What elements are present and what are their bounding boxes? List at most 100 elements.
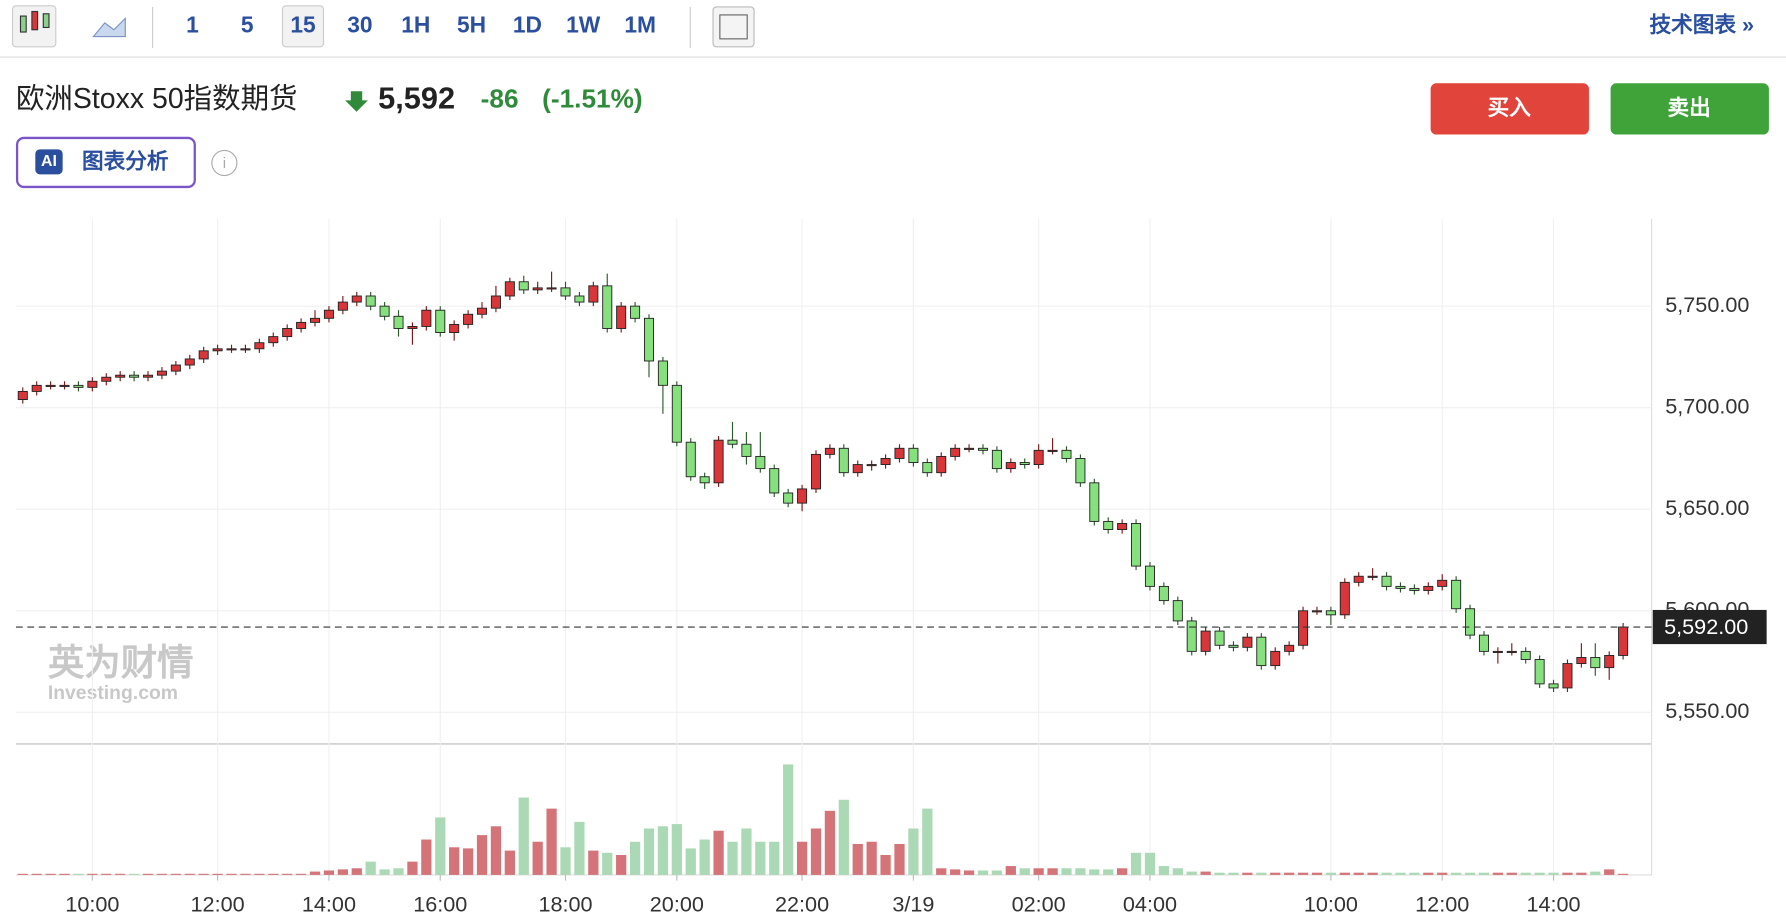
volume-bar	[1033, 868, 1044, 875]
candle-body	[45, 384, 56, 387]
candle-body	[1061, 449, 1072, 459]
candle-body	[1186, 620, 1197, 652]
sell-button[interactable]	[1610, 83, 1769, 135]
volume-bar	[1214, 872, 1225, 875]
candle-body	[977, 447, 988, 451]
candle-body	[574, 295, 585, 303]
volume-bar	[866, 841, 877, 875]
candle-body	[310, 317, 321, 323]
ai-button[interactable]	[15, 136, 196, 189]
candle-body	[1465, 608, 1476, 636]
volume-bar	[435, 817, 446, 875]
interval-button[interactable]: 5H	[457, 11, 486, 37]
info-icon[interactable]	[211, 149, 238, 177]
volume-bar	[824, 810, 836, 875]
candle-body	[1534, 659, 1545, 685]
candle-body	[532, 287, 543, 291]
volume-bar	[588, 850, 599, 875]
interval-button[interactable]: 30	[347, 11, 372, 37]
candle-body	[365, 295, 376, 307]
volume-bar	[936, 868, 947, 875]
tech-chart-link[interactable]: 技术图表 »	[1650, 12, 1755, 37]
candle-body	[1033, 449, 1044, 466]
candle-body	[31, 384, 42, 392]
candle-body	[17, 390, 28, 401]
icon-frame	[712, 6, 755, 48]
x-tick-label: 14:00	[302, 891, 356, 916]
candle-body	[421, 309, 432, 327]
ai-badge-text: AI	[41, 153, 57, 170]
change: -86	[481, 83, 519, 113]
buy-button[interactable]	[1430, 83, 1589, 135]
candle-body	[1298, 610, 1309, 646]
volume-bar	[309, 871, 321, 875]
interval-button[interactable]: 1W	[566, 11, 601, 37]
interval-button[interactable]: 1H	[401, 11, 430, 37]
volume-bar	[504, 850, 515, 875]
volume-bar	[1311, 872, 1323, 875]
volume-bar	[490, 826, 502, 875]
volume-bar	[755, 841, 766, 875]
volume-bar	[254, 873, 265, 875]
x-tick-label: 22:00	[775, 891, 829, 916]
area-icon[interactable]	[92, 16, 126, 38]
candle-body	[838, 447, 849, 474]
x-tick-label: 10:00	[1304, 891, 1358, 916]
volume-bar	[532, 841, 543, 875]
candle-body	[1089, 482, 1100, 522]
volume-bar	[1367, 872, 1378, 875]
sell-label[interactable]: 卖出	[1668, 95, 1711, 120]
candle-body	[1047, 449, 1058, 452]
volume-bar	[31, 873, 42, 875]
interval-button[interactable]: 1D	[513, 11, 542, 37]
volume-bar	[1200, 871, 1211, 875]
x-tick-label: 16:00	[413, 891, 467, 916]
x-tick-label: 12:00	[1415, 891, 1469, 916]
volume-bar	[727, 841, 738, 875]
volume-bar	[156, 873, 168, 875]
interval-button[interactable]: 1	[186, 11, 199, 37]
candle-body	[184, 358, 195, 366]
candle-body	[1548, 683, 1559, 689]
volume-bar	[671, 824, 682, 875]
candle-body	[560, 287, 571, 297]
candle-body	[115, 374, 126, 378]
volume-bar	[421, 839, 432, 875]
volume-bar	[365, 861, 376, 875]
watermark-brand: 英为财情	[48, 642, 194, 683]
candle-body	[254, 342, 265, 350]
candle-body	[268, 336, 279, 344]
candle-icon[interactable]	[11, 5, 57, 48]
candle-body	[1492, 650, 1503, 653]
candle-body	[170, 364, 181, 372]
buy-label[interactable]: 买入	[1488, 95, 1532, 120]
volume-bar	[337, 869, 348, 875]
volume-bar	[101, 873, 112, 875]
volume-bar	[1451, 872, 1462, 875]
candle-body	[657, 360, 668, 386]
volume-bar	[629, 841, 641, 875]
interval-button[interactable]: 5	[241, 11, 254, 37]
interval-button[interactable]: 1M	[624, 11, 656, 37]
candle-body	[1604, 654, 1615, 669]
volume-bar	[1297, 872, 1309, 875]
layout-icon[interactable]	[712, 6, 755, 48]
candle-body	[797, 488, 808, 504]
volume-bar	[1409, 872, 1420, 875]
candle-body	[936, 455, 947, 474]
ai-button-label[interactable]: 图表分析	[82, 149, 169, 174]
interval-button[interactable]: 15	[290, 11, 316, 37]
volume-bar	[323, 870, 335, 875]
candle-body	[407, 325, 418, 329]
volume-bar	[198, 873, 209, 875]
candle-body	[1200, 630, 1211, 652]
candle-body	[337, 301, 348, 311]
last-price-label: 5,592.00	[1664, 614, 1748, 639]
volume-bar	[741, 828, 752, 875]
volume-bar	[1005, 866, 1016, 875]
volume-bar	[351, 868, 362, 875]
info-icon-i: i	[223, 156, 226, 172]
candle-body	[1005, 462, 1016, 470]
candle-body	[73, 384, 84, 388]
